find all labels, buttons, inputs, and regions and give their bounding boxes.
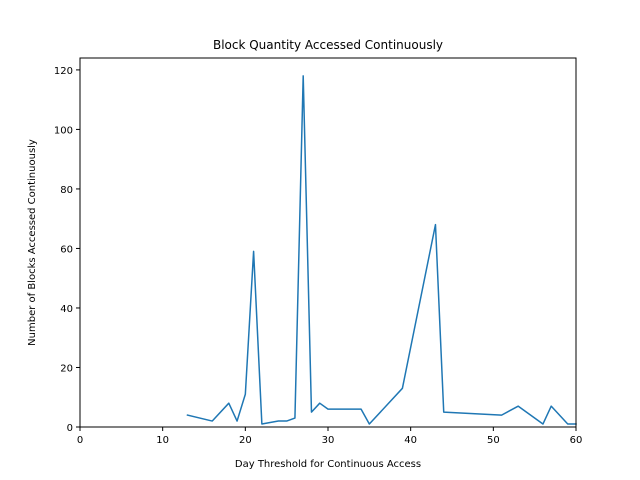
y-axis-label: Number of Blocks Accessed Continuously [27, 139, 38, 346]
y-tick-label: 20 [60, 363, 73, 374]
y-tick-label: 100 [54, 125, 73, 136]
x-tick-label: 20 [239, 435, 252, 446]
y-tick-label: 120 [54, 66, 73, 77]
x-tick-label: 50 [487, 435, 500, 446]
y-tick-label: 80 [60, 185, 73, 196]
x-tick-label: 10 [156, 435, 169, 446]
x-tick-label: 40 [404, 435, 417, 446]
series-layer [186, 75, 577, 425]
x-tick-label: 30 [322, 435, 335, 446]
chart-title: Block Quantity Accessed Continuously [213, 38, 443, 52]
x-tick-label: 60 [570, 435, 583, 446]
y-tick-label: 60 [60, 244, 73, 255]
plot-frame [79, 57, 577, 428]
x-axis-label: Day Threshold for Continuous Access [235, 459, 421, 470]
y-tick-label: 0 [67, 423, 73, 434]
y-tick-label: 40 [60, 304, 73, 315]
x-tick-label: 0 [77, 435, 83, 446]
series-line [186, 75, 577, 425]
x-axis-ticks: 0 10 20 30 40 50 60 [77, 427, 583, 446]
y-axis-ticks: 0 20 40 60 80 100 120 [54, 66, 80, 434]
